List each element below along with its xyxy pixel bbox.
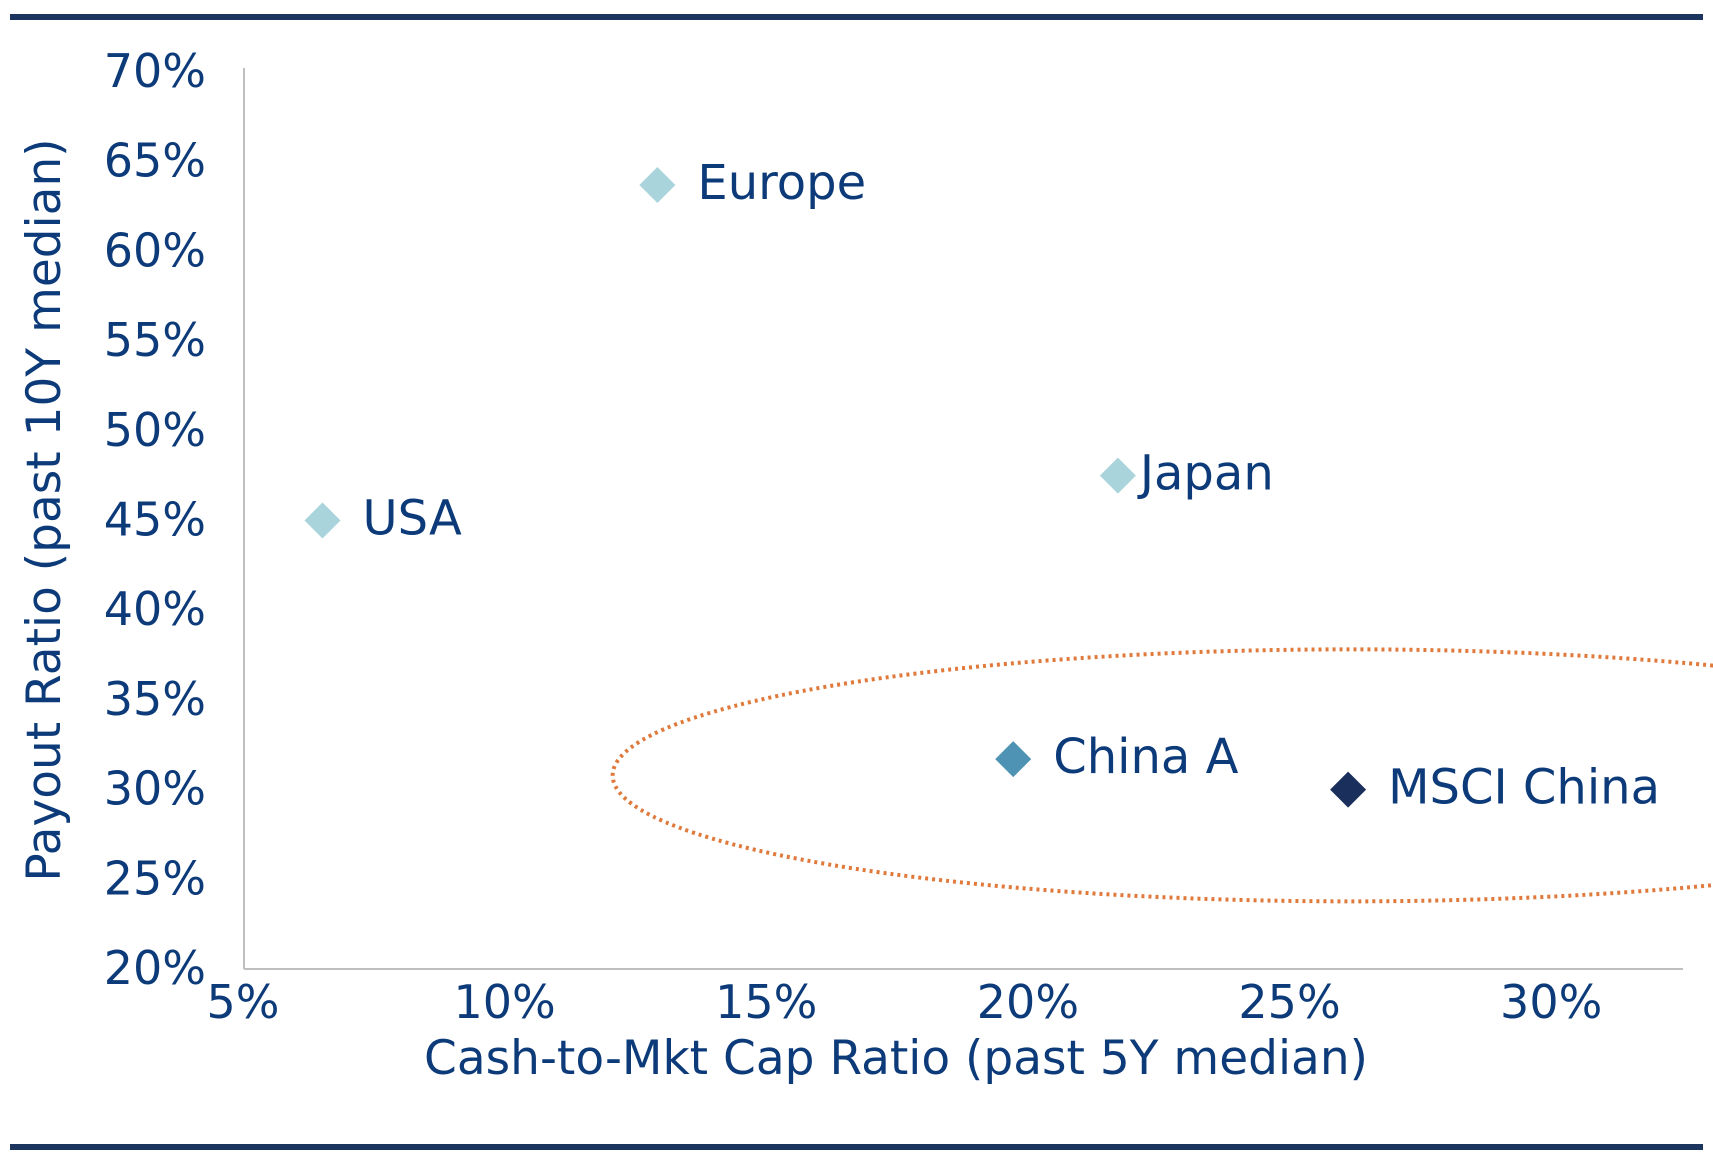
y-tick-label: 25% [104, 851, 206, 905]
x-tick-label: 10% [454, 975, 556, 1029]
y-tick-label: 35% [104, 672, 206, 726]
top-rule [10, 14, 1703, 20]
x-tick-label: 30% [1500, 975, 1602, 1029]
data-point-label: Japan [1137, 446, 1274, 502]
data-point-marker [304, 502, 341, 539]
x-axis-title: Cash-to-Mkt Cap Ratio (past 5Y median) [424, 1031, 1368, 1086]
y-tick-label: 45% [104, 493, 206, 547]
y-axis-title: Payout Ratio (past 10Y median) [17, 138, 72, 881]
x-tick-label: 25% [1238, 975, 1340, 1029]
x-tick-label: 5% [207, 975, 280, 1029]
data-point-marker [1099, 457, 1136, 494]
highlight-ellipse [610, 647, 1713, 904]
y-tick-label: 30% [104, 762, 206, 816]
y-tick-label: 20% [104, 941, 206, 995]
data-point-label: USA [362, 491, 461, 547]
data-point-marker [639, 167, 676, 204]
data-point-label: Europe [697, 155, 866, 211]
bottom-rule [10, 1144, 1703, 1150]
y-tick-label: 40% [104, 582, 206, 636]
data-point-label: China A [1053, 729, 1238, 785]
data-point-marker [1330, 771, 1367, 808]
data-point-marker [995, 741, 1032, 778]
x-tick-label: 15% [715, 975, 817, 1029]
y-tick-label: 70% [104, 44, 206, 98]
x-tick-label: 20% [977, 975, 1079, 1029]
y-tick-label: 50% [104, 403, 206, 457]
y-tick-label: 65% [104, 134, 206, 188]
y-tick-label: 55% [104, 313, 206, 367]
y-tick-label: 60% [104, 223, 206, 277]
data-point-label: MSCI China [1388, 760, 1660, 816]
